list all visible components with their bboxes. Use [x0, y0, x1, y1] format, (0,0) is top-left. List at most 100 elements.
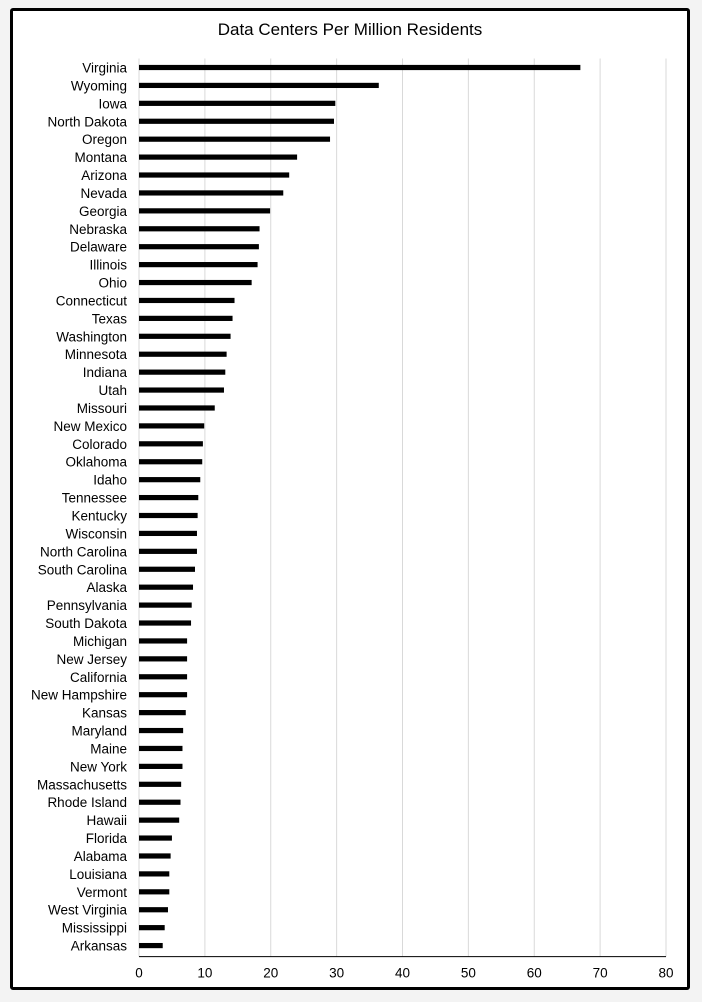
x-tick-label: 0	[135, 966, 143, 981]
bar	[139, 817, 180, 823]
bar	[139, 548, 197, 554]
gridlines	[138, 58, 667, 957]
category-label: North Dakota	[47, 114, 127, 129]
bar	[139, 405, 215, 411]
bar	[139, 584, 194, 590]
category-label: Kansas	[82, 706, 127, 721]
category-label: Wyoming	[71, 78, 127, 93]
category-label: Alabama	[74, 849, 128, 864]
bar	[139, 190, 284, 196]
bar	[139, 853, 171, 859]
category-label: New York	[70, 759, 127, 774]
bar	[139, 441, 203, 447]
chart-title: Data Centers Per Million Residents	[218, 20, 483, 39]
category-label: Oklahoma	[65, 455, 127, 470]
category-label: Iowa	[98, 96, 127, 111]
bar-chart: Data Centers Per Million Residents Virgi…	[31, 20, 674, 981]
bar	[139, 136, 331, 142]
bar	[139, 925, 165, 931]
bar	[139, 154, 298, 160]
category-label: Washington	[56, 329, 127, 344]
category-label: Pennsylvania	[47, 598, 128, 613]
category-label: Tennessee	[62, 491, 127, 506]
category-label: Georgia	[79, 204, 128, 219]
bar	[139, 566, 195, 572]
category-label: Missouri	[77, 401, 127, 416]
x-tick-label: 40	[395, 966, 410, 981]
x-axis-ticks: 0 10 20 30 40 50 60 70 80	[135, 956, 674, 981]
category-label: Hawaii	[86, 813, 127, 828]
bar	[139, 279, 252, 286]
bar	[139, 638, 188, 644]
category-label: Alaska	[86, 580, 127, 595]
category-label: Nevada	[80, 186, 127, 201]
bars	[139, 64, 581, 949]
category-label: Minnesota	[65, 347, 128, 362]
bar	[139, 494, 199, 501]
category-label: Florida	[86, 831, 128, 846]
x-tick-label: 50	[461, 966, 476, 981]
bar	[139, 262, 258, 268]
x-tick-label: 60	[527, 966, 542, 981]
category-label: Ohio	[98, 276, 127, 291]
bar	[139, 82, 379, 89]
category-label: Arkansas	[71, 939, 128, 954]
bar	[139, 889, 170, 895]
bar	[139, 674, 188, 680]
bar	[139, 871, 170, 877]
category-label: Connecticut	[56, 293, 128, 308]
bar	[139, 907, 168, 913]
category-label: Nebraska	[69, 222, 127, 237]
x-tick-label: 30	[329, 966, 344, 981]
category-label: Wisconsin	[65, 526, 127, 541]
bar	[139, 942, 163, 949]
bar	[139, 172, 290, 178]
bar	[139, 297, 235, 304]
category-label: Michigan	[73, 634, 127, 649]
x-tick-label: 20	[263, 966, 278, 981]
bar	[139, 226, 260, 232]
category-label: Rhode Island	[47, 795, 127, 810]
bar	[139, 351, 227, 357]
bar	[139, 745, 183, 752]
x-tick-label: 80	[658, 966, 673, 981]
category-label: Massachusetts	[37, 777, 127, 792]
bar	[139, 459, 203, 465]
bar	[139, 208, 271, 214]
category-label: Texas	[92, 311, 128, 326]
category-label: Utah	[98, 383, 127, 398]
category-label: Virginia	[82, 61, 127, 76]
category-label: Louisiana	[69, 867, 127, 882]
bar	[139, 692, 188, 698]
category-label: Vermont	[77, 885, 128, 900]
category-label: New Hampshire	[31, 688, 127, 703]
category-label: Oregon	[82, 132, 127, 147]
bar	[139, 530, 197, 537]
category-label: Arizona	[81, 168, 127, 183]
x-tick-label: 70	[593, 966, 608, 981]
bar	[139, 602, 192, 608]
bar	[139, 387, 224, 393]
bar	[139, 64, 581, 71]
category-label: Mississippi	[62, 921, 127, 936]
bar	[139, 512, 198, 519]
bar	[139, 620, 192, 626]
category-label: Idaho	[93, 473, 127, 488]
category-label: New Jersey	[56, 652, 127, 667]
bar	[139, 333, 231, 339]
bar	[139, 835, 172, 841]
category-label: Maryland	[71, 724, 127, 739]
category-label: West Virginia	[48, 903, 128, 918]
category-label: California	[70, 670, 128, 685]
bar	[139, 369, 226, 375]
category-label: Kentucky	[71, 509, 127, 524]
bar	[139, 100, 336, 106]
bar	[139, 781, 182, 787]
category-label: South Dakota	[45, 616, 127, 631]
bar	[139, 315, 233, 321]
category-label: New Mexico	[53, 419, 127, 434]
bar	[139, 656, 188, 662]
category-labels: Virginia Wyoming Iowa North Dakota Oregon Mon…	[31, 61, 128, 954]
bar	[139, 763, 183, 769]
bar	[139, 477, 201, 483]
